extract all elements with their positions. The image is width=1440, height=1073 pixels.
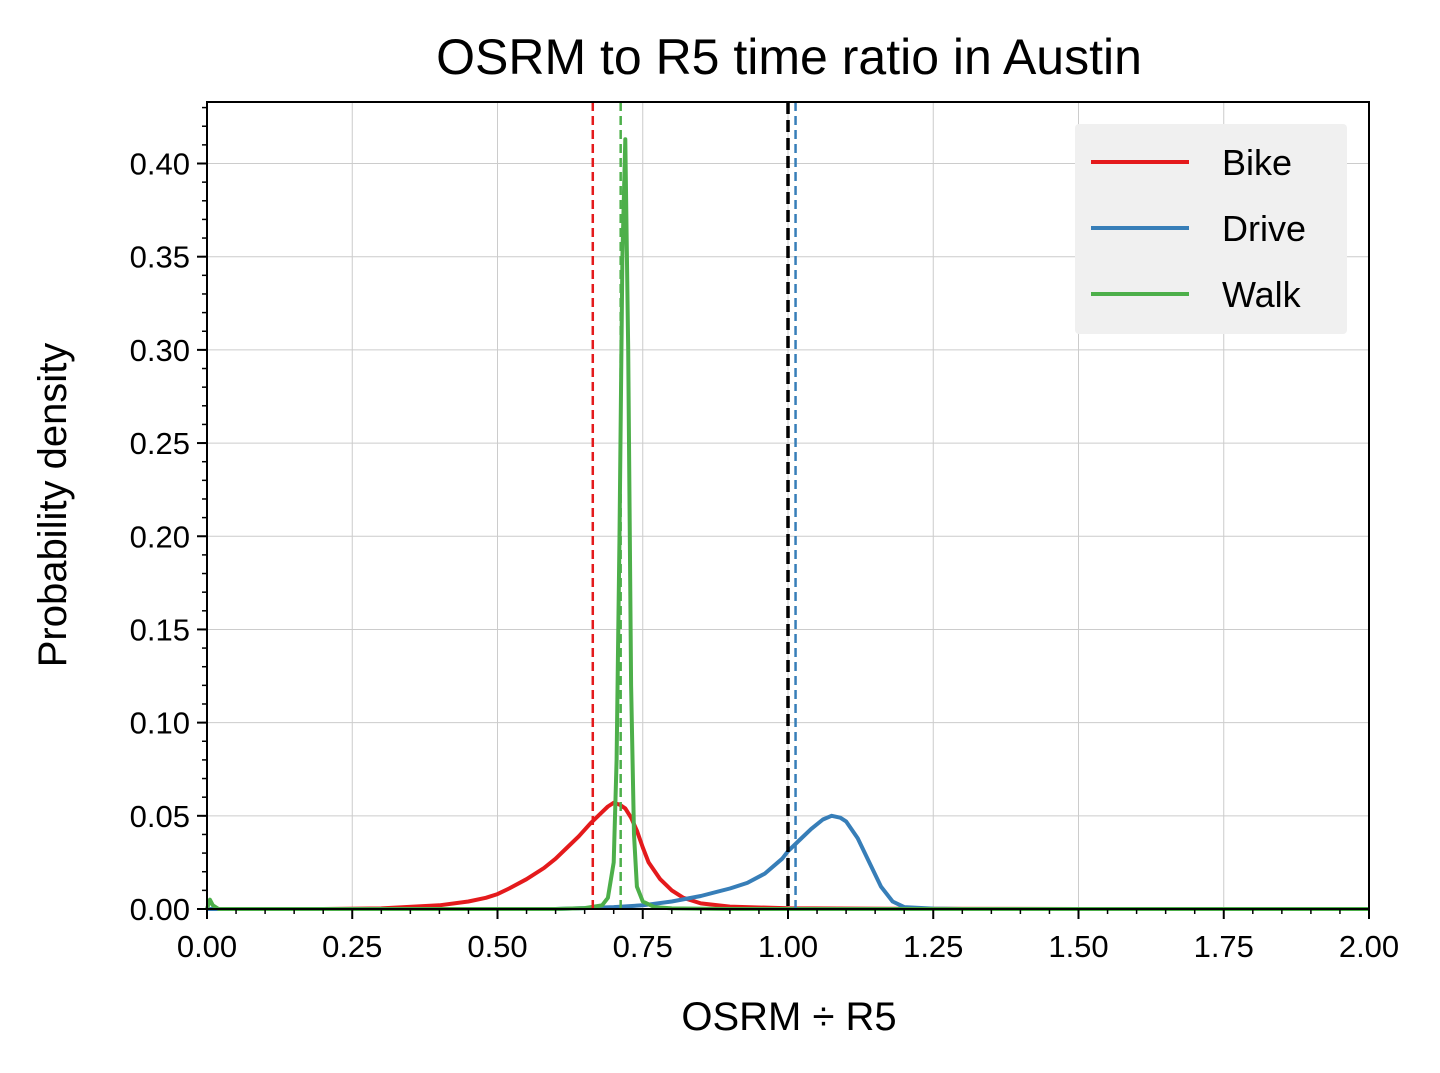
x-tick-label: 0.75 [613,929,673,964]
y-axis: 0.00 0.05 0.10 0.15 0.20 0.25 0.30 0.35 0.40 [130,106,207,927]
x-tick-label: 1.50 [1048,929,1108,964]
y-axis-label: Probability density [31,343,75,668]
legend-bike-label: Bike [1222,142,1292,183]
legend-drive-label: Drive [1222,208,1306,249]
y-tick-label: 0.25 [130,426,190,461]
legend-walk-label: Walk [1222,274,1302,315]
y-tick-label: 0.10 [130,706,190,741]
y-tick-label: 0.20 [130,519,190,554]
x-tick-label: 1.25 [903,929,963,964]
x-axis: 0.00 0.25 0.50 0.75 1.00 1.25 1.50 1.75 2.00 [177,909,1399,964]
x-axis-label: OSRM ÷ R5 [681,995,896,1039]
x-tick-label: 1.75 [1194,929,1254,964]
x-tick-label: 0.50 [467,929,527,964]
y-tick-label: 0.00 [130,892,190,927]
x-tick-label: 0.25 [322,929,382,964]
legend-box [1075,124,1347,334]
y-tick-label: 0.15 [130,612,190,647]
chart-title: OSRM to R5 time ratio in Austin [436,29,1142,85]
x-tick-label: 1.00 [758,929,818,964]
bike-density-line [207,800,1369,911]
y-tick-label: 0.05 [130,799,190,834]
y-tick-label: 0.35 [130,240,190,275]
x-tick-label: 2.00 [1339,929,1399,964]
x-tick-label: 0.00 [177,929,237,964]
legend: Bike Drive Walk [1075,124,1347,334]
y-tick-label: 0.40 [130,147,190,182]
y-tick-label: 0.30 [130,333,190,368]
